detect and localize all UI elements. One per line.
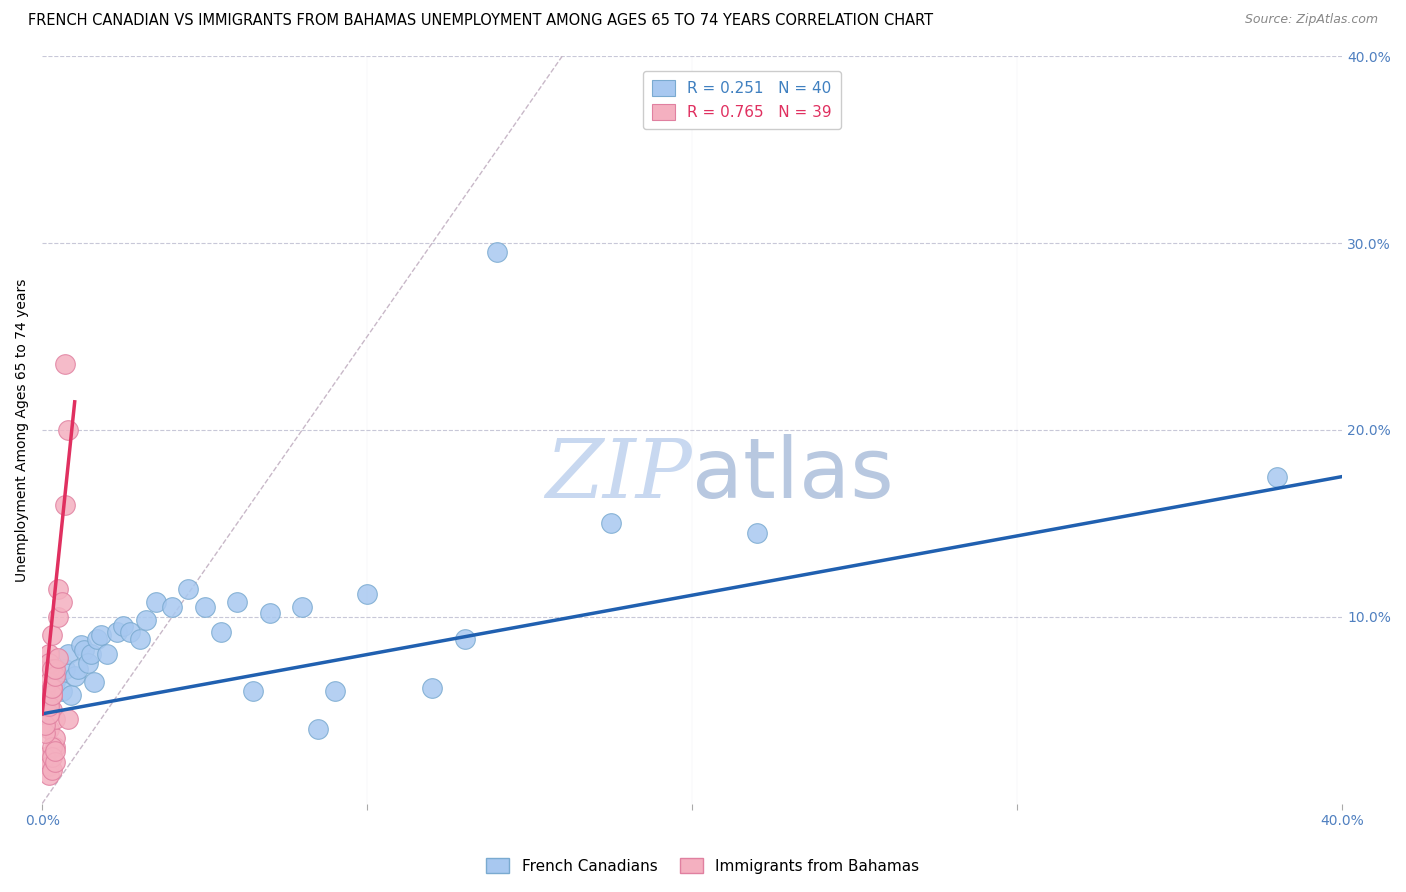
Point (41, 688, 63, 702)
Point (41, 662, 63, 676)
Point (63, 669, 86, 683)
Point (41, 749, 63, 764)
Point (1265, 469, 1288, 483)
Point (53, 662, 76, 676)
Point (308, 722, 330, 736)
Point (96, 647, 118, 661)
Point (177, 582, 200, 596)
Point (41, 628, 63, 642)
Point (76, 657, 98, 671)
Point (53, 498, 76, 512)
Point (66, 662, 89, 676)
Point (41, 681, 63, 695)
Point (41, 740, 63, 755)
Point (600, 516, 623, 531)
Point (44, 662, 66, 676)
Point (48, 669, 70, 683)
Point (44, 731, 66, 746)
Point (420, 681, 443, 695)
Point (194, 600, 217, 615)
Point (34, 684, 56, 698)
Point (323, 684, 346, 698)
Point (160, 600, 183, 615)
Point (80, 647, 103, 661)
Point (38, 657, 60, 671)
Point (44, 740, 66, 755)
Point (73, 643, 96, 657)
Point (38, 675, 60, 690)
Point (118, 624, 141, 639)
Point (48, 609, 70, 624)
Point (58, 647, 80, 661)
Point (53, 358, 76, 372)
Point (105, 624, 128, 639)
Point (38, 768, 60, 782)
Point (60, 688, 83, 702)
Point (58, 713, 80, 727)
Point (486, 245, 509, 260)
Point (38, 722, 60, 736)
Point (44, 675, 66, 690)
Point (83, 675, 105, 690)
Legend: R = 0.251   N = 40, R = 0.765   N = 39: R = 0.251 N = 40, R = 0.765 N = 39 (643, 71, 841, 129)
Point (70, 638, 93, 652)
Point (747, 525, 769, 540)
Point (41, 763, 63, 777)
Point (44, 756, 66, 770)
Point (41, 703, 63, 717)
Point (356, 587, 378, 601)
Point (259, 606, 281, 620)
Point (86, 632, 108, 646)
Point (38, 759, 60, 773)
Point (34, 694, 56, 708)
Point (41, 681, 63, 695)
Point (90, 628, 112, 642)
Point (291, 600, 314, 615)
Point (34, 749, 56, 764)
Text: FRENCH CANADIAN VS IMMIGRANTS FROM BAHAMAS UNEMPLOYMENT AMONG AGES 65 TO 74 YEAR: FRENCH CANADIAN VS IMMIGRANTS FROM BAHAM… (28, 13, 934, 29)
Text: ZIP: ZIP (546, 434, 692, 515)
Point (44, 744, 66, 758)
Point (41, 688, 63, 702)
Point (34, 718, 56, 732)
Point (48, 650, 70, 665)
Point (38, 699, 60, 714)
Point (135, 614, 157, 628)
Point (44, 713, 66, 727)
Point (145, 595, 167, 609)
Y-axis label: Unemployment Among Ages 65 to 74 years: Unemployment Among Ages 65 to 74 years (15, 278, 30, 582)
Point (38, 647, 60, 661)
Point (209, 624, 232, 639)
Point (58, 423, 80, 437)
Point (454, 632, 477, 646)
Text: Source: ZipAtlas.com: Source: ZipAtlas.com (1244, 13, 1378, 27)
Point (44, 669, 66, 683)
Point (51, 684, 73, 698)
Point (38, 662, 60, 676)
Text: atlas: atlas (692, 434, 894, 516)
Point (38, 694, 60, 708)
Point (34, 725, 56, 739)
Point (48, 582, 70, 596)
Point (226, 595, 249, 609)
Point (51, 595, 73, 609)
Point (38, 706, 60, 721)
Point (242, 684, 264, 698)
Legend: French Canadians, Immigrants from Bahamas: French Canadians, Immigrants from Bahama… (481, 852, 925, 880)
Point (128, 632, 150, 646)
Point (112, 619, 135, 633)
